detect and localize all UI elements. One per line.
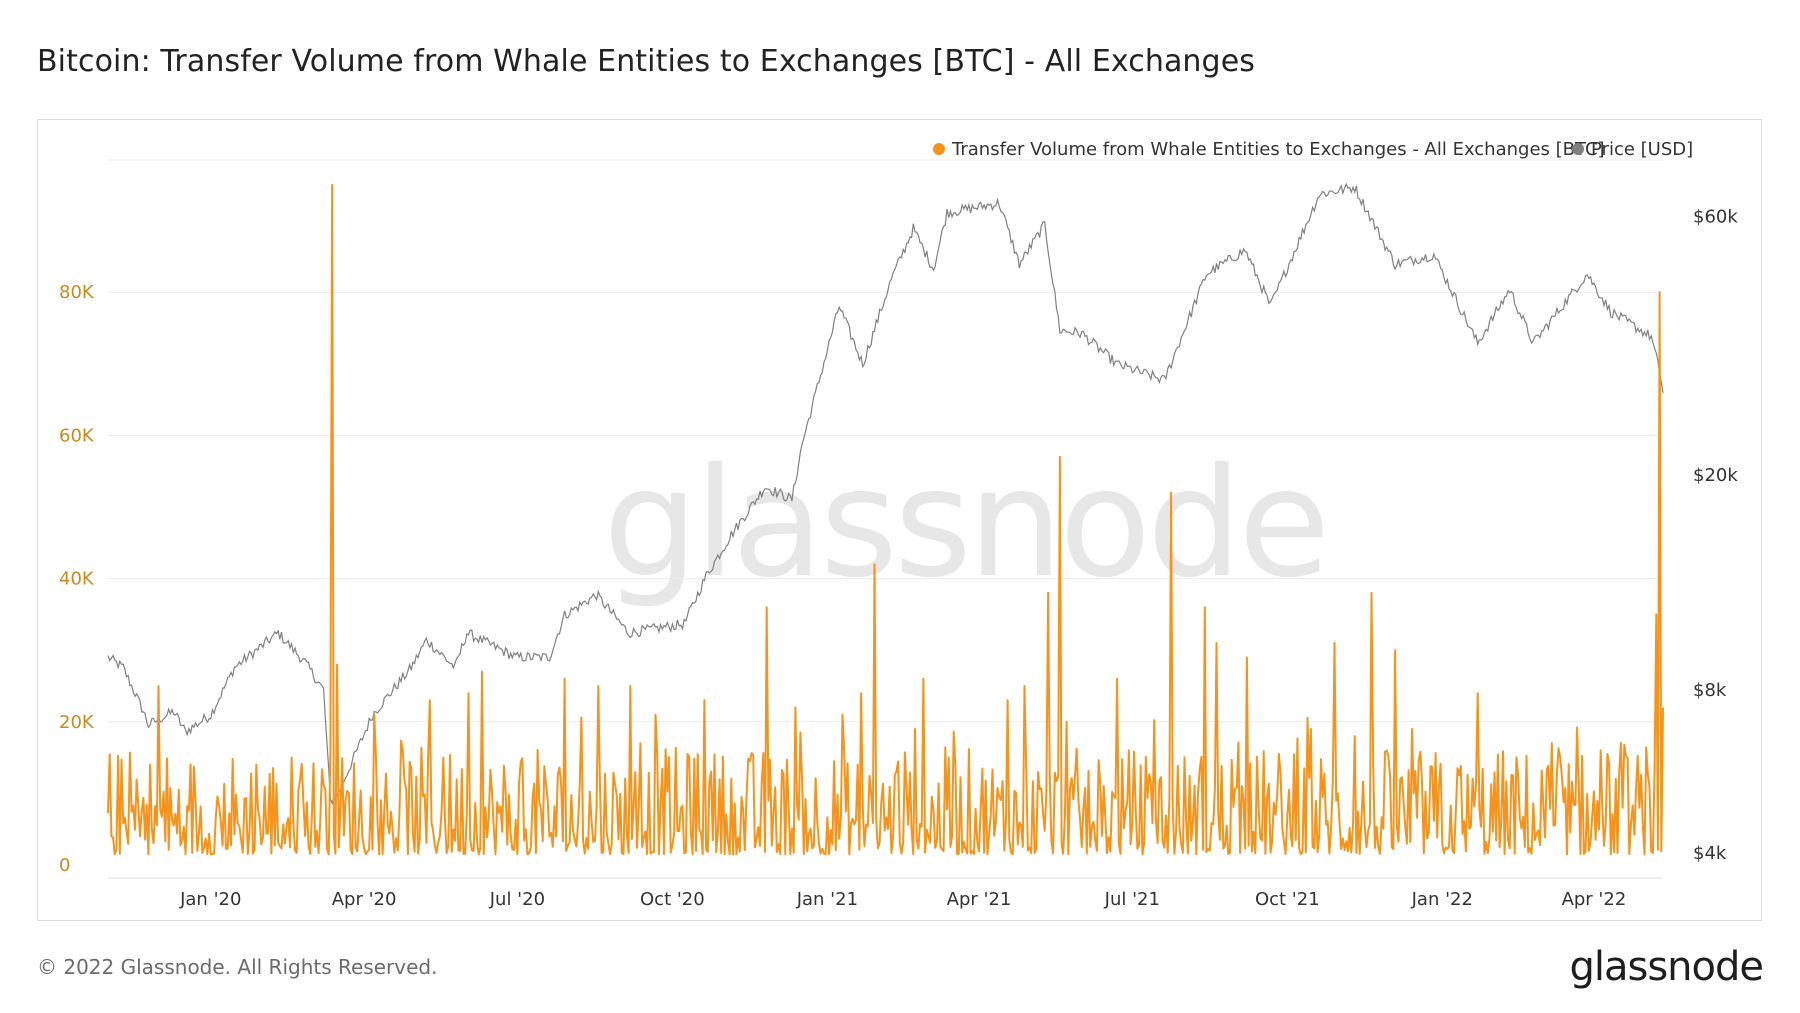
watermark-text: glassnode bbox=[603, 437, 1326, 611]
legend-price-label: Price [USD] bbox=[1591, 139, 1693, 160]
x-tick-label: Apr '20 bbox=[332, 889, 397, 910]
right-axis: $4k $8k $20k $60k bbox=[1693, 207, 1738, 864]
x-tick-label: Jul '21 bbox=[1104, 889, 1160, 910]
chart-panel: glassnode 0 20K 40K 60K 80K $4k $8k $20k $60k J… bbox=[37, 119, 1762, 921]
x-tick-label: Jul '20 bbox=[489, 889, 545, 910]
x-tick-label: Apr '22 bbox=[1562, 889, 1627, 910]
chart-title: Bitcoin: Transfer Volume from Whale Enti… bbox=[37, 44, 1255, 79]
right-tick-label: $4k bbox=[1693, 843, 1727, 864]
chart-svg: glassnode 0 20K 40K 60K 80K $4k $8k $20k $60k J… bbox=[59, 139, 1738, 910]
left-tick-label: 40K bbox=[59, 569, 95, 590]
left-axis: 0 20K 40K 60K 80K bbox=[59, 282, 95, 876]
legend: Transfer Volume from Whale Entities to E… bbox=[933, 139, 1693, 160]
left-tick-label: 80K bbox=[59, 282, 95, 303]
x-tick-label: Jan '21 bbox=[796, 889, 858, 910]
left-tick-label: 20K bbox=[59, 712, 95, 733]
footer-copyright: © 2022 Glassnode. All Rights Reserved. bbox=[37, 955, 438, 979]
x-tick-label: Jan '20 bbox=[179, 889, 241, 910]
volume-series bbox=[107, 183, 1664, 856]
price-series bbox=[107, 182, 1664, 806]
right-tick-label: $60k bbox=[1693, 207, 1738, 228]
left-tick-label: 60K bbox=[59, 425, 95, 446]
brand-logo: glassnode bbox=[1569, 944, 1764, 990]
right-tick-label: $8k bbox=[1693, 680, 1727, 701]
volume-line bbox=[107, 183, 1664, 856]
x-tick-label: Oct '20 bbox=[640, 889, 705, 910]
price-line bbox=[107, 182, 1664, 806]
left-tick-label: 0 bbox=[59, 855, 70, 876]
x-tick-label: Jan '22 bbox=[1411, 889, 1473, 910]
x-tick-label: Apr '21 bbox=[947, 889, 1012, 910]
gridlines bbox=[108, 159, 1663, 879]
legend-volume-dot bbox=[933, 143, 945, 155]
legend-price-dot bbox=[1572, 143, 1584, 155]
x-tick-label: Oct '21 bbox=[1255, 889, 1320, 910]
right-tick-label: $20k bbox=[1693, 465, 1738, 486]
x-axis: Jan '20 Apr '20 Jul '20 Oct '20 Jan '21 Apr '… bbox=[179, 889, 1626, 910]
legend-volume-label: Transfer Volume from Whale Entities to E… bbox=[951, 139, 1605, 160]
